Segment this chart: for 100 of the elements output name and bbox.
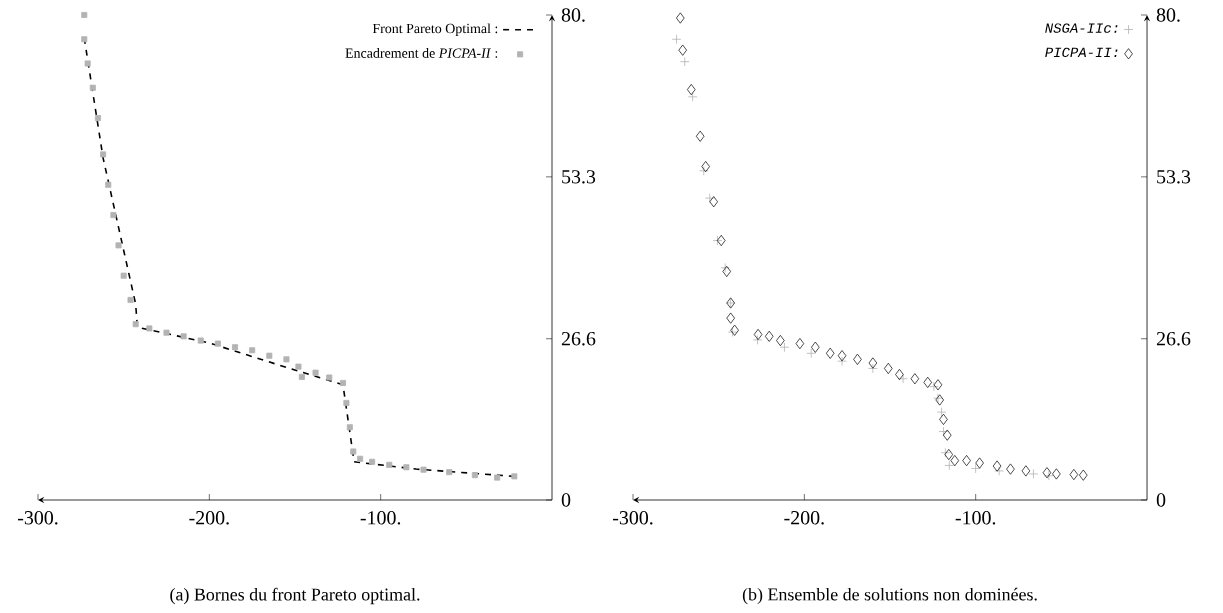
point <box>722 265 731 277</box>
y-tick-label: 53.3 <box>1157 170 1191 184</box>
point <box>753 328 763 341</box>
point <box>868 357 878 369</box>
point <box>944 460 955 471</box>
point <box>975 457 984 469</box>
point <box>678 44 687 56</box>
point <box>806 348 816 359</box>
x-tick-label: -300. <box>613 511 653 525</box>
point <box>249 347 256 354</box>
y-tick-label: 80. <box>1156 8 1180 22</box>
point <box>962 455 971 467</box>
point <box>84 60 91 67</box>
point <box>94 115 101 122</box>
legend-label: NSGA-IIc: <box>1045 23 1118 33</box>
point <box>471 472 478 479</box>
y-tick-label: 0 <box>561 493 571 507</box>
point <box>687 84 696 96</box>
point <box>146 325 153 332</box>
point <box>339 379 346 386</box>
point <box>1021 465 1031 477</box>
point <box>420 466 427 473</box>
x-tick-label: -100. <box>360 511 401 525</box>
point <box>868 363 878 374</box>
point <box>704 193 715 203</box>
point <box>1006 463 1015 475</box>
point <box>326 374 333 381</box>
point <box>940 447 951 458</box>
point <box>671 34 682 45</box>
y-tick-label: 26.6 <box>1156 332 1191 346</box>
point <box>752 335 763 345</box>
point <box>776 335 785 347</box>
point <box>837 350 847 362</box>
point <box>1028 469 1039 479</box>
point <box>295 363 302 370</box>
point <box>970 463 981 474</box>
point <box>795 338 805 350</box>
point <box>716 234 726 247</box>
point <box>511 473 518 480</box>
point <box>163 329 170 336</box>
point <box>283 356 290 363</box>
point <box>695 130 705 142</box>
point <box>944 448 954 461</box>
point <box>343 400 350 406</box>
point <box>779 342 790 353</box>
legend-label: Front Pareto Optimal : <box>372 23 498 37</box>
point <box>720 263 730 273</box>
x-tick-label: -300. <box>18 511 58 525</box>
x-tick-label: -200. <box>189 511 229 525</box>
point <box>701 161 710 173</box>
point <box>942 429 952 441</box>
point <box>312 369 319 376</box>
point <box>994 466 1004 476</box>
point <box>764 330 774 342</box>
point <box>676 12 685 24</box>
point <box>266 352 273 359</box>
point <box>298 373 305 380</box>
point <box>494 474 501 481</box>
point <box>1052 468 1061 480</box>
point <box>933 379 943 391</box>
y-tick-label: 80. <box>561 8 585 22</box>
point <box>950 455 960 467</box>
point <box>936 407 947 417</box>
point <box>1069 468 1079 481</box>
point <box>811 341 820 353</box>
point <box>837 356 847 366</box>
point <box>110 212 117 219</box>
x-tick-label: -100. <box>955 511 996 525</box>
text: (a) Bornes du front Pareto optimal. <box>170 587 420 605</box>
point <box>369 458 376 465</box>
point <box>709 196 718 208</box>
point <box>446 469 453 476</box>
point <box>992 460 1002 472</box>
point <box>350 448 357 455</box>
point <box>197 337 204 344</box>
x-tick-label: -200. <box>784 511 824 525</box>
point <box>386 461 393 468</box>
point <box>853 353 862 365</box>
point <box>726 312 735 324</box>
point <box>929 381 939 392</box>
point <box>100 151 107 158</box>
point <box>923 376 932 388</box>
text: (b) Ensemble de solutions non dominées. <box>742 587 1037 605</box>
point <box>127 296 134 303</box>
legend-label: PICPA-II: <box>1045 47 1118 58</box>
legend-label: Encadrement de PICPA-II : <box>345 48 498 58</box>
point <box>910 373 920 385</box>
point <box>105 181 112 188</box>
point <box>825 347 835 359</box>
point <box>180 333 187 340</box>
y-tick-label: 26.6 <box>561 332 596 346</box>
point <box>403 464 410 471</box>
point <box>115 242 122 249</box>
point <box>884 362 893 374</box>
point <box>357 455 364 462</box>
point <box>132 321 139 328</box>
point <box>346 424 353 431</box>
y-tick-label: 0 <box>1156 493 1166 507</box>
point <box>214 340 221 347</box>
point <box>679 56 690 67</box>
